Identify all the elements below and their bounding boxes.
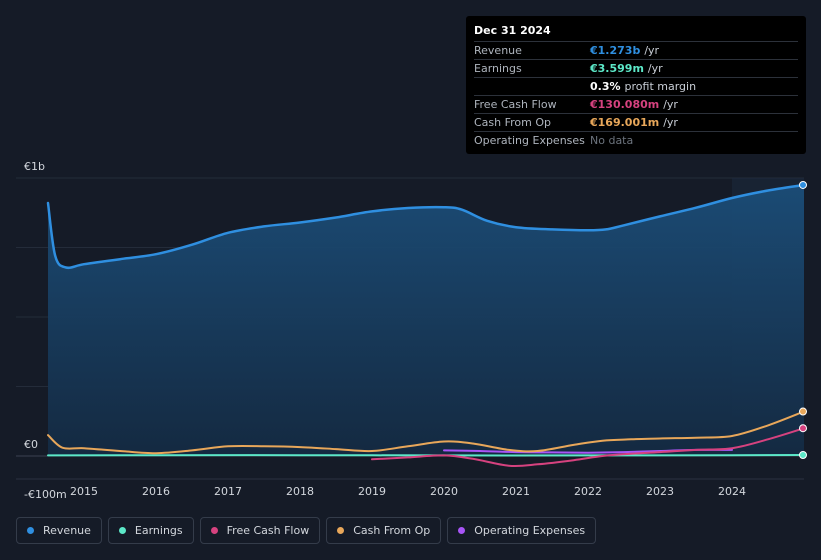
x-tick-label: 2020 [430, 485, 458, 498]
revenue-area [48, 184, 804, 456]
tooltip-rows: Revenue €1.273b/yr Earnings €3.599m/yr 0.3% p… [474, 41, 798, 149]
y-axis-ticks: €1b €0 -€100m [24, 160, 67, 501]
legend-label: Earnings [134, 524, 183, 537]
legend-label: Operating Expenses [474, 524, 586, 537]
legend-item[interactable]: Cash From Op [326, 517, 442, 544]
tooltip-row-value: €169.001m [590, 116, 660, 129]
y-tick-label: €1b [24, 160, 45, 173]
tooltip-row-value: €1.273b [590, 44, 641, 57]
free-cash-flow-end-dot [799, 424, 807, 433]
free-cash-flow-line [371, 427, 805, 468]
tooltip-row: Revenue €1.273b/yr [474, 41, 798, 59]
tooltip-row: 0.3% profit margin [474, 77, 798, 95]
tooltip-row-value: 0.3% [590, 80, 621, 93]
tooltip-row-value: €3.599m [590, 62, 644, 75]
legend-item[interactable]: Earnings [107, 517, 194, 544]
y-tick-label: -€100m [24, 488, 67, 501]
legend-dot-icon [458, 527, 466, 534]
tooltip-row: Cash From Op €169.001m/yr [474, 113, 798, 131]
tooltip-row-label: Operating Expenses [474, 134, 585, 147]
y-tick-label: €0 [24, 438, 38, 451]
x-tick-label: 2023 [646, 485, 674, 498]
x-tick-label: 2021 [502, 485, 530, 498]
x-tick-label: 2018 [286, 485, 314, 498]
legend-item[interactable]: Revenue [16, 517, 102, 544]
legend-item[interactable]: Operating Expenses [447, 517, 597, 544]
tooltip-row-label: Cash From Op [474, 116, 552, 129]
tooltip-row: Free Cash Flow €130.080m/yr [474, 95, 798, 113]
x-tick-label: 2017 [214, 485, 242, 498]
tooltip-row-value: No data [590, 134, 634, 147]
legend: Revenue Earnings Free Cash Flow Cash From O… [16, 517, 597, 546]
tooltip-row-unit: /yr [647, 62, 663, 75]
legend-item[interactable]: Free Cash Flow [199, 517, 321, 544]
legend-dot-icon [210, 527, 218, 534]
tooltip-row-label: Revenue [474, 44, 522, 57]
tooltip-row-unit: /yr [644, 44, 660, 57]
legend-dot-icon [27, 527, 34, 534]
tooltip-row-value: €130.080m [590, 98, 660, 111]
legend-label: Revenue [43, 524, 91, 537]
x-tick-label: 2015 [70, 485, 98, 498]
cash-from-op-line [47, 410, 805, 455]
tooltip-row-label: Free Cash Flow [474, 98, 557, 111]
tooltip: Dec 31 2024 Revenue €1.273b/yr Earnings €3.… [466, 16, 806, 154]
tooltip-row-unit: /yr [663, 116, 678, 129]
legend-dot-icon [118, 527, 126, 534]
legend-dot-icon [337, 527, 345, 534]
revenue-line [46, 183, 806, 270]
tooltip-row-unit: profit margin [624, 80, 697, 93]
x-tick-label: 2019 [358, 485, 386, 498]
x-tick-label: 2024 [718, 485, 746, 498]
endpoint-dots [799, 180, 807, 459]
tooltip-row-label [474, 78, 590, 95]
legend-label: Free Cash Flow [226, 524, 310, 537]
revenue-end-dot [799, 180, 807, 189]
tooltip-row: Earnings €3.599m/yr [474, 59, 798, 77]
earnings-end-dot [799, 450, 807, 459]
tooltip-date: Dec 31 2024 [474, 24, 551, 37]
x-axis-ticks: 2015 2016 2017 2018 2019 2020 2021 2022 2023 2024 [70, 485, 746, 498]
x-tick-label: 2022 [574, 485, 602, 498]
area-layer [48, 184, 804, 456]
line-layer [46, 183, 806, 468]
legend-label: Cash From Op [353, 524, 431, 537]
tooltip-row: Operating Expenses No data [474, 131, 798, 149]
tooltip-row-label: Earnings [474, 62, 522, 75]
tooltip-row-unit: /yr [663, 98, 678, 111]
x-tick-label: 2016 [142, 485, 170, 498]
cash-from-op-end-dot [799, 407, 807, 416]
